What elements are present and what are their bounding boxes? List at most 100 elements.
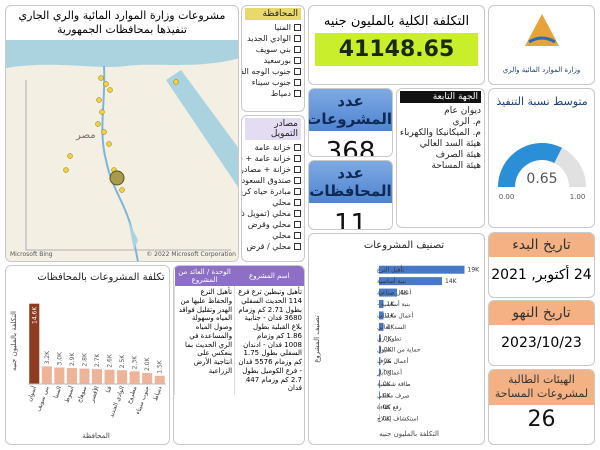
gauge-chart: متوسط نسبة التنفيذ 0.65 0.00 1.00 bbox=[496, 95, 587, 201]
bar bbox=[117, 370, 128, 384]
map-brand: Microsoft Bing bbox=[10, 251, 53, 258]
gauge-tick-label: 0.00 bbox=[499, 193, 515, 201]
end-date-card: تاريخ النهو 2023/10/23 bbox=[488, 300, 595, 366]
logo: وزارة الموارد المائية والري bbox=[488, 5, 595, 85]
slicer-label: هيئة الصرف bbox=[435, 149, 481, 160]
y-axis-title: تصنيف المشروع bbox=[313, 315, 321, 363]
card-value: 41148.65 bbox=[315, 33, 478, 66]
bar bbox=[379, 380, 380, 388]
slicer-item[interactable]: محلي bbox=[245, 197, 301, 208]
y-tick-label: حماية من السيول bbox=[377, 347, 421, 354]
slicer-item[interactable]: ديوان عام bbox=[400, 105, 481, 116]
bar bbox=[79, 368, 90, 384]
y-tick-label: تطوير ري bbox=[377, 335, 402, 342]
checkbox bbox=[294, 199, 301, 206]
y-tick-label: أعمال صناعية bbox=[377, 289, 411, 297]
y-tick-label: طاقة شمسية bbox=[377, 381, 411, 388]
card-value: 2023/10/23 bbox=[501, 335, 582, 351]
slicer-item[interactable]: بني سويف bbox=[245, 44, 301, 55]
data-label: 2.6K bbox=[107, 353, 114, 368]
y-tick-label: استكشاف إصلاح bbox=[377, 415, 419, 422]
slicer-item[interactable]: م. الميكانيكا والكهرباء bbox=[400, 127, 481, 138]
data-label: 0K bbox=[384, 335, 393, 342]
checkbox bbox=[294, 79, 301, 86]
bar bbox=[66, 368, 77, 384]
map[interactable]: مصر Microsoft Bing © 2022 Microsoft Corp… bbox=[6, 40, 239, 262]
slicer-item[interactable]: هيئة المساحة bbox=[400, 160, 481, 171]
checkbox bbox=[294, 221, 301, 228]
checkbox bbox=[294, 243, 301, 250]
checkbox bbox=[294, 188, 301, 195]
slicer-item[interactable]: دمياط bbox=[245, 88, 301, 99]
bar bbox=[379, 277, 442, 286]
slicer-item[interactable]: الوادي الجديد bbox=[245, 33, 301, 44]
data-label: 0K bbox=[382, 415, 391, 422]
classification-panel: تصنيف المشروعات تصنيف المشروع التكلفة بالم… bbox=[308, 233, 485, 445]
checkbox bbox=[294, 177, 301, 184]
bar bbox=[41, 366, 52, 384]
slicer-item[interactable]: خزانة عامة bbox=[245, 142, 301, 153]
red-sea bbox=[166, 70, 238, 188]
agencies-card: الهيئات الطالبة لمشروعات المساحة 26 bbox=[488, 369, 595, 445]
slicer-label: الوادي الجديد bbox=[247, 34, 291, 43]
nile bbox=[101, 65, 139, 261]
card-title: تاريخ النهو bbox=[489, 301, 594, 325]
slicer-item[interactable]: م. الري bbox=[400, 116, 481, 127]
slicer-item[interactable]: محلي / قرض bbox=[245, 241, 301, 252]
slicer-item[interactable]: خزانة عامة + قروض bbox=[242, 153, 301, 164]
y-axis-title: التكلفة بالمليون جنيه bbox=[10, 311, 18, 371]
card-title: عدد المشروعات bbox=[309, 89, 392, 131]
gauge-value bbox=[498, 143, 562, 187]
projects-count-card: عدد المشروعات 368 bbox=[308, 88, 393, 157]
slicer-item[interactable]: محلي وقرض bbox=[245, 219, 301, 230]
card-value: 368 bbox=[325, 137, 376, 157]
slicer-item[interactable]: بورسعيد bbox=[245, 55, 301, 66]
x-tick-label: قنا bbox=[105, 385, 114, 394]
slicer-label: محلي bbox=[272, 198, 291, 207]
bar bbox=[129, 371, 140, 384]
card-title: تاريخ البدء bbox=[489, 233, 594, 257]
wave bbox=[528, 36, 556, 44]
bar bbox=[379, 300, 384, 308]
y-tick-label: تأهيل الترع bbox=[377, 265, 404, 274]
chart-title: تكلفة المشروعات بالمحافظات bbox=[37, 272, 165, 283]
sea bbox=[6, 40, 238, 68]
map-panel: مشروعات وزارة الموارد المائية والري الجا… bbox=[5, 5, 239, 262]
slicer-label: م. الري bbox=[452, 116, 481, 127]
checkbox bbox=[294, 210, 301, 217]
slicer-item[interactable]: محلي (تمويل ذاتي) bbox=[242, 208, 301, 219]
slicer-item[interactable]: مبادرة حياه كريمه bbox=[242, 186, 301, 197]
checkbox bbox=[294, 46, 301, 53]
slicer-item[interactable]: محلي bbox=[245, 230, 301, 241]
y-tick-label: صرف مغطى bbox=[377, 392, 410, 399]
slicer-item[interactable]: هيئة السد العالي bbox=[400, 138, 481, 149]
slicer-item[interactable]: خزانة + مصادر أخرى bbox=[242, 164, 301, 175]
table-header: اسم المشروع الوحدة / العائد من المشروع bbox=[174, 266, 304, 286]
map-title: مشروعات وزارة الموارد المائية والري الجا… bbox=[18, 9, 226, 37]
card-value: 11 bbox=[333, 209, 368, 230]
data-label: 1K bbox=[387, 324, 396, 331]
x-tick-label: الأقصر bbox=[87, 385, 101, 404]
slicer-label: محلي وقرض bbox=[247, 220, 291, 229]
data-label: 3.2K bbox=[44, 350, 51, 365]
data-label: 0K bbox=[383, 392, 392, 399]
bar bbox=[104, 369, 115, 384]
x-axis-title: التكلفة بالمليون جنيه bbox=[379, 430, 439, 438]
border bbox=[25, 80, 231, 251]
checkbox bbox=[294, 166, 301, 173]
checkbox bbox=[294, 57, 301, 64]
slicer-item[interactable]: جنوب سيناء bbox=[245, 77, 301, 88]
bar bbox=[29, 303, 40, 384]
data-label: 14K bbox=[445, 278, 458, 285]
slicer-item[interactable]: جنوب الوجه القبلي bbox=[242, 66, 301, 77]
data-label: 0K bbox=[383, 381, 392, 388]
data-label: 0K bbox=[382, 404, 391, 411]
slicer-item[interactable]: المنيا bbox=[245, 22, 301, 33]
x-tick-label: دمياط bbox=[152, 385, 164, 402]
bar bbox=[91, 369, 103, 384]
bar bbox=[379, 322, 384, 331]
slicer-label: دمياط bbox=[270, 89, 291, 98]
y-tick-label: أعمال آبار bbox=[376, 368, 402, 377]
slicer-item[interactable]: هيئة الصرف bbox=[400, 149, 481, 160]
slicer-item[interactable]: صندوق السعودي bbox=[242, 175, 301, 186]
